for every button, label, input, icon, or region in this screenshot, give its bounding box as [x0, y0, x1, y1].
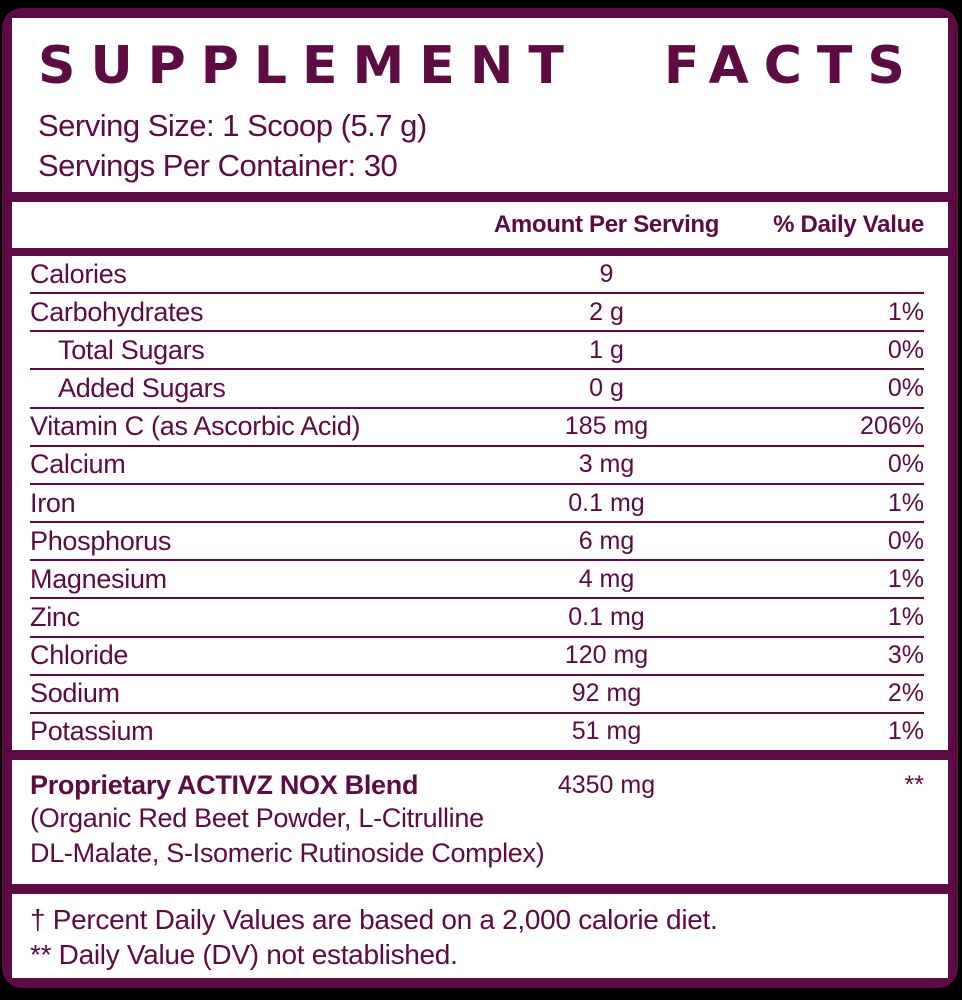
column-header-amount: Amount Per Serving	[493, 211, 720, 238]
nutrition-table-panel: Amount Per Serving % Daily Value Calorie…	[12, 202, 948, 750]
column-header-daily-value: % Daily Value	[773, 211, 924, 238]
blend-name: Proprietary ACTIVZ NOX Blend	[30, 770, 419, 800]
nutrient-name: Zinc	[30, 601, 80, 632]
table-row: Calcium 3 mg 0%	[30, 444, 924, 483]
table-header-row: Amount Per Serving % Daily Value	[30, 202, 924, 248]
blend-row: Proprietary ACTIVZ NOX Blend 4350 mg **	[30, 770, 924, 801]
table-row: Chloride 120 mg 3%	[30, 635, 924, 674]
nutrient-daily-value: 0%	[887, 335, 924, 364]
nutrient-name: Iron	[30, 487, 76, 518]
nutrient-amount: 51 mg	[571, 717, 642, 746]
nutrient-name: Vitamin C (as Ascorbic Acid)	[30, 411, 361, 442]
footnote-daily-values: † Percent Daily Values are based on a 2,…	[30, 904, 718, 935]
table-row: Calories 9	[30, 256, 924, 292]
table-row: Zinc 0.1 mg 1%	[30, 597, 924, 635]
page-title: SUPPLEMENT FACTS	[38, 36, 920, 96]
nutrient-amount: 0.1 mg	[568, 602, 645, 631]
nutrient-amount: 185 mg	[564, 412, 649, 441]
nutrient-daily-value: 3%	[887, 641, 924, 670]
nutrient-name: Sodium	[30, 678, 120, 709]
table-row: Magnesium 4 mg 1%	[30, 559, 924, 597]
nutrient-amount: 9	[599, 259, 614, 288]
table-row: Total Sugars 1 g 0%	[30, 330, 924, 368]
nutrient-name: Total Sugars	[58, 334, 205, 365]
nutrient-amount: 120 mg	[564, 641, 649, 670]
nutrient-amount: 0.1 mg	[568, 488, 645, 517]
nutrient-amount: 92 mg	[571, 679, 642, 708]
nutrient-amount: 1 g	[589, 335, 624, 364]
nutrient-name: Added Sugars	[58, 373, 226, 404]
blend-description-line1: (Organic Red Beet Powder, L-Citrulline	[30, 803, 484, 833]
title-panel: SUPPLEMENT FACTS Serving Size: 1 Scoop (…	[12, 18, 948, 192]
nutrient-amount: 3 mg	[578, 450, 635, 479]
supplement-facts-label: SUPPLEMENT FACTS Serving Size: 1 Scoop (…	[2, 8, 958, 988]
nutrient-amount: 0 g	[589, 374, 624, 403]
nutrient-name: Chloride	[30, 640, 129, 671]
nutrient-name: Calcium	[30, 449, 126, 480]
nutrient-daily-value: 1%	[887, 564, 924, 593]
nutrient-daily-value: 1%	[887, 488, 924, 517]
blend-daily-value: **	[904, 771, 924, 799]
table-row: Added Sugars 0 g 0%	[30, 368, 924, 406]
table-row: Vitamin C (as Ascorbic Acid) 185 mg 206%	[30, 406, 924, 445]
nutrient-daily-value: 0%	[887, 450, 924, 479]
nutrient-daily-value: 1%	[887, 297, 924, 326]
serving-size: Serving Size: 1 Scoop (5.7 g)	[38, 108, 427, 143]
nutrient-rows: Calories 9 Carbohydrates 2 g 1% Total Su…	[30, 256, 924, 750]
nutrient-daily-value: 206%	[860, 412, 924, 441]
nutrient-daily-value: 2%	[887, 679, 924, 708]
table-row: Potassium 51 mg 1%	[30, 711, 924, 750]
nutrient-name: Potassium	[30, 716, 154, 747]
nutrient-amount: 6 mg	[578, 526, 635, 555]
nutrient-daily-value: 0%	[887, 526, 924, 555]
proprietary-blend-panel: Proprietary ACTIVZ NOX Blend 4350 mg ** …	[12, 760, 948, 884]
table-row: Carbohydrates 2 g 1%	[30, 292, 924, 330]
blend-description-line2: DL-Malate, S-Isomeric Rutinoside Complex…	[30, 838, 545, 868]
nutrient-daily-value: 1%	[887, 717, 924, 746]
nutrient-name: Magnesium	[30, 563, 167, 594]
nutrient-daily-value: 1%	[887, 602, 924, 631]
nutrient-amount: 2 g	[589, 297, 624, 326]
servings-per-container: Servings Per Container: 30	[38, 148, 398, 183]
table-row: Phosphorus 6 mg 0%	[30, 521, 924, 559]
footnote-dv-not-established: ** Daily Value (DV) not established.	[30, 939, 458, 970]
nutrient-name: Carbohydrates	[30, 296, 204, 327]
nutrient-amount: 4 mg	[578, 564, 635, 593]
blend-amount: 4350 mg	[557, 771, 656, 799]
nutrient-name: Phosphorus	[30, 525, 172, 556]
table-row: Iron 0.1 mg 1%	[30, 482, 924, 521]
footnotes-panel: † Percent Daily Values are based on a 2,…	[12, 894, 948, 978]
nutrient-name: Calories	[30, 258, 127, 289]
nutrient-daily-value: 0%	[887, 374, 924, 403]
header-divider	[12, 248, 948, 256]
table-row: Sodium 92 mg 2%	[30, 673, 924, 712]
